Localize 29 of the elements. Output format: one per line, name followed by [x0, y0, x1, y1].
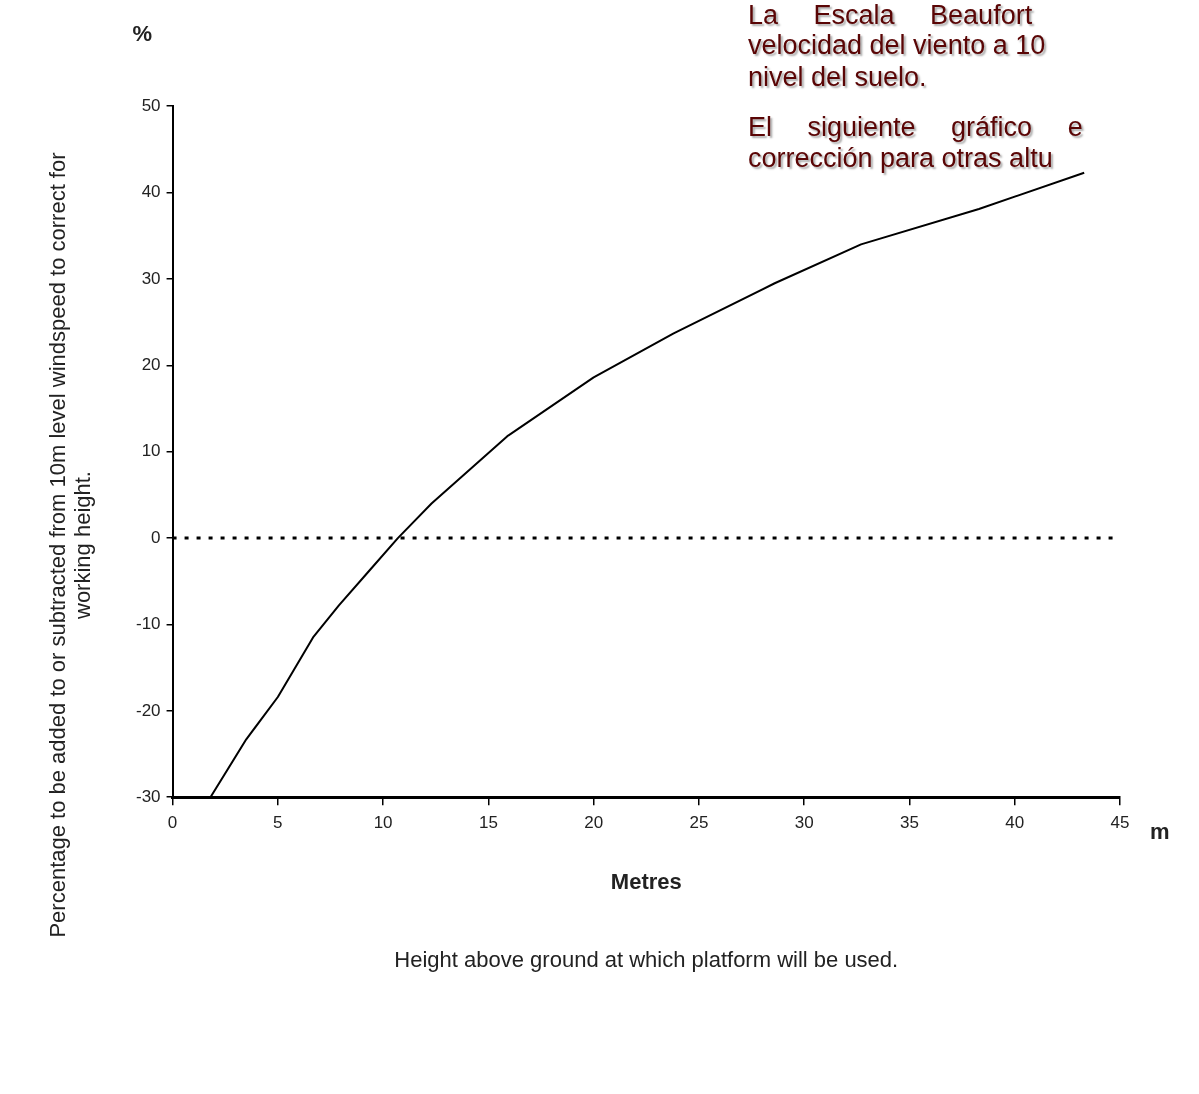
x-tick-label: 30 [794, 813, 814, 833]
x-tick-label: 15 [478, 813, 498, 833]
y-tick-label: -10 [135, 614, 161, 634]
x-tick-label: 35 [900, 813, 919, 833]
x-tick-label: 40 [1005, 813, 1025, 833]
x-tick-label: 45 [1110, 813, 1130, 833]
y-tick-label: 40 [141, 182, 161, 202]
x-tick-label: 10 [373, 813, 393, 833]
annotation: corrección para otras altu [748, 143, 1053, 174]
y-tick-label: 10 [141, 441, 161, 461]
y-axis-title: Percentage to be added to or subtracted from 10m level windspeed to correct for working height. [45, 151, 95, 940]
x-tick-label: 0 [167, 813, 178, 833]
y-tick-label: 0 [151, 527, 161, 547]
y-tick-label: -20 [135, 700, 161, 720]
y-tick-label: 20 [141, 355, 161, 375]
x-axis-title: Metres [610, 868, 682, 894]
x-tick-label: 5 [273, 813, 283, 833]
x-tick-label: 20 [584, 813, 604, 833]
y-tick-label: -30 [135, 786, 161, 806]
annotation: El siguiente gráfico e [748, 112, 1083, 143]
text: Height above ground at which platform will be used. [393, 947, 900, 974]
text: % [132, 21, 153, 48]
y-tick-label: 50 [141, 95, 161, 115]
text: nivel del suelo. [748, 62, 927, 93]
text: La Escala Beaufort [748, 0, 1033, 31]
text: velocidad del viento a 10 [748, 30, 1046, 61]
text: m [1150, 819, 1170, 846]
y-tick-label: 30 [141, 268, 161, 288]
x-tick-label: 25 [689, 813, 709, 833]
